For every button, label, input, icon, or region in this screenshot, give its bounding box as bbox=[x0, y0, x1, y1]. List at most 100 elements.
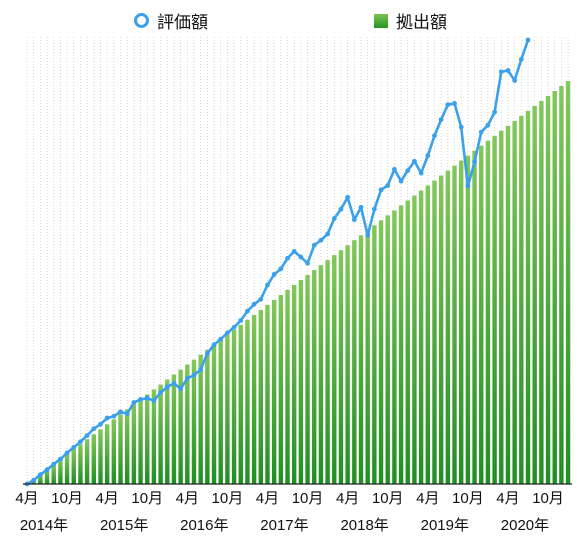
line-point bbox=[178, 386, 184, 392]
line-point bbox=[51, 461, 57, 467]
bar bbox=[305, 275, 310, 484]
bar bbox=[118, 414, 123, 484]
bar bbox=[352, 240, 357, 484]
bar bbox=[84, 439, 90, 484]
bar bbox=[178, 369, 183, 484]
bar bbox=[345, 245, 350, 484]
x-tick-year: 2019年 bbox=[421, 517, 469, 534]
line-point bbox=[271, 272, 277, 277]
bar bbox=[205, 349, 210, 484]
line-point bbox=[251, 301, 257, 307]
bar bbox=[365, 230, 370, 484]
line-point bbox=[84, 433, 90, 438]
bar bbox=[432, 180, 437, 484]
line-point bbox=[392, 166, 397, 172]
x-tick-month: 4月 bbox=[496, 490, 519, 507]
line-point bbox=[492, 109, 497, 115]
bar bbox=[292, 285, 297, 484]
line-point bbox=[385, 183, 391, 188]
line-point bbox=[291, 249, 297, 254]
line-point bbox=[258, 296, 264, 302]
bar bbox=[271, 299, 277, 484]
x-tick-year: 2017年 bbox=[260, 517, 308, 534]
line-point bbox=[245, 308, 250, 314]
bar bbox=[125, 409, 130, 484]
bar bbox=[91, 434, 96, 484]
line-series-evaluation bbox=[24, 37, 531, 487]
bar bbox=[44, 469, 50, 484]
bar bbox=[398, 205, 404, 485]
bar bbox=[131, 404, 137, 484]
line-point bbox=[438, 117, 444, 122]
x-tick-year: 2018年 bbox=[340, 517, 388, 534]
x-tick-month: 10月 bbox=[131, 490, 163, 507]
line-point bbox=[278, 266, 284, 272]
line-point bbox=[398, 178, 404, 184]
bar bbox=[332, 255, 337, 484]
line-point bbox=[378, 187, 384, 193]
line-point bbox=[78, 439, 83, 445]
line-point bbox=[184, 375, 190, 381]
bar bbox=[559, 86, 564, 484]
bar bbox=[425, 185, 430, 484]
x-tick-month: 4月 bbox=[176, 490, 199, 507]
line-point bbox=[525, 37, 531, 43]
x-tick-month: 4月 bbox=[15, 490, 38, 507]
x-tick-month: 10月 bbox=[372, 490, 404, 507]
line-point bbox=[518, 56, 524, 62]
bar bbox=[325, 260, 330, 484]
line-point bbox=[218, 336, 224, 342]
line-point bbox=[311, 242, 317, 248]
line-point bbox=[371, 206, 377, 212]
line-point bbox=[91, 426, 97, 432]
bar bbox=[445, 170, 451, 484]
bar bbox=[111, 419, 117, 484]
bar bbox=[545, 95, 551, 485]
x-tick-year: 2014年 bbox=[20, 517, 68, 534]
bar bbox=[191, 359, 197, 484]
bar bbox=[358, 235, 364, 484]
line-point bbox=[238, 318, 244, 323]
bar bbox=[505, 125, 511, 484]
bar bbox=[412, 195, 417, 484]
bar bbox=[565, 81, 571, 484]
bar bbox=[225, 334, 230, 484]
bar bbox=[71, 449, 76, 484]
bar bbox=[338, 250, 344, 484]
bar bbox=[165, 379, 170, 484]
line-point bbox=[452, 101, 457, 106]
line-point bbox=[465, 183, 471, 189]
bar bbox=[171, 374, 177, 484]
x-tick-month: 10月 bbox=[51, 490, 83, 507]
bar bbox=[519, 115, 524, 485]
line-point bbox=[331, 216, 337, 221]
line-point bbox=[485, 122, 491, 128]
bar bbox=[298, 280, 304, 484]
legend-item-evaluation: 評価額 bbox=[134, 8, 208, 33]
line-point bbox=[64, 450, 70, 456]
bar bbox=[378, 220, 384, 485]
line-point bbox=[432, 133, 437, 139]
bar bbox=[64, 454, 70, 484]
line-point bbox=[198, 367, 204, 372]
bar bbox=[278, 294, 284, 484]
bar bbox=[438, 175, 444, 484]
line-point bbox=[211, 342, 217, 348]
bar bbox=[372, 225, 377, 485]
bar bbox=[265, 304, 270, 484]
bar bbox=[539, 100, 544, 485]
line-point bbox=[265, 282, 270, 288]
bar bbox=[318, 265, 324, 484]
bar bbox=[452, 165, 457, 484]
bar bbox=[418, 190, 424, 484]
x-tick-month: 10月 bbox=[452, 490, 484, 507]
bar bbox=[392, 210, 397, 485]
line-point bbox=[118, 409, 123, 415]
bar bbox=[251, 314, 257, 484]
line-point bbox=[425, 153, 431, 159]
line-point bbox=[164, 384, 170, 390]
bar bbox=[312, 270, 317, 484]
x-tick-month: 4月 bbox=[336, 490, 359, 507]
x-axis-ticks: 4月 2014年 10月 4月 2015年 10月 4月 2016年 10月 4月 2017年 10月… bbox=[15, 490, 564, 534]
line-point bbox=[498, 69, 504, 75]
